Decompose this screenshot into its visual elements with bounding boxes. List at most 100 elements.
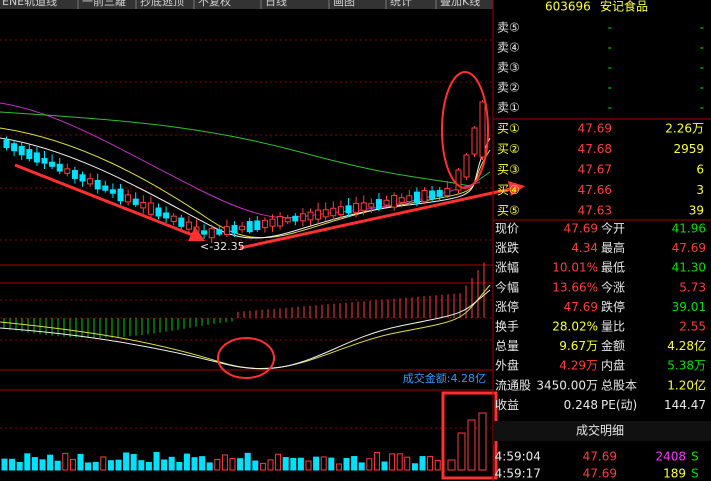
volume-bar [373,451,380,471]
candle-body [163,212,170,219]
sell-volume: - [700,21,704,35]
buy-volume: 2959 [673,142,704,156]
macd-line [0,289,491,370]
candle-body [71,170,78,179]
candle-body [337,206,344,216]
volume-bar [229,458,236,471]
toolbar [0,0,493,9]
toolbar-tab[interactable]: ENE轨道线 [2,0,57,8]
candle-body [18,145,25,156]
candle-body [375,199,382,209]
volume-bar [85,462,92,471]
stat-label: 金额 [601,338,625,353]
volume-bar [411,463,418,471]
stat-value: 3450.00万 [536,378,598,392]
volume-bar [366,458,373,471]
buy-label: 买③ [497,163,520,177]
stock-name: 安记食品 [600,0,648,14]
volume-bar [138,460,145,471]
candle-body [246,221,253,233]
stat-label: 今开 [601,221,625,236]
candle-body [41,158,48,164]
stat-value: 28.02% [552,320,598,334]
sell-volume: - [700,61,704,75]
toolbar-tab[interactable]: 统计 [390,0,412,8]
stat-label: 外盘 [495,358,519,373]
stat-value: 47.69 [564,300,598,314]
stat-label: 流通股 [495,378,531,392]
candle-body [330,207,337,217]
buy-label: 买② [497,142,520,156]
stat-value: 13.66% [552,280,598,294]
candle-body [368,203,375,208]
sell-volume: - [700,101,704,115]
stat-value: 4.28亿 [667,338,706,353]
volume-bar [168,456,175,471]
chart-area [0,39,525,480]
toolbar-tab[interactable]: 抄底逃顶 [140,0,184,8]
volume-bar [305,460,312,471]
low-label: <-32.35 [200,240,245,253]
toolbar-tab[interactable]: 画图 [333,0,355,8]
volume-bar [107,460,114,471]
volume-bar [47,454,54,471]
candle-body [239,225,246,231]
sell-price: - [608,101,612,115]
candle-body [201,230,208,235]
candle-body [208,228,215,239]
buy-price: 47.66 [578,183,612,197]
buy-label: 买⑤ [497,204,520,218]
volume-bar [77,453,84,471]
candle-body [413,191,420,204]
stat-value: 4.29万 [559,359,598,373]
volume-bar [100,456,107,471]
toolbar-tab[interactable]: 叠加K线 [440,0,480,8]
candle-body [345,205,352,214]
stat-label: 最低 [601,261,625,275]
volume-bar [467,419,476,471]
candle-body [383,199,390,206]
trade-volume: 2408 [655,450,686,464]
candle-body [277,216,284,227]
volume-bar [62,452,69,471]
sell-price: - [608,61,612,75]
buy-price: 47.63 [578,204,612,218]
candle-body [94,180,101,190]
volume-bar [237,458,244,471]
candle-body [223,226,230,236]
sell-volume: - [700,41,704,55]
candle-body [307,211,314,221]
trade-time: 14:59:17 [487,467,541,481]
buy-volume: 6 [696,163,704,177]
stat-value: 2.55 [679,320,706,334]
candle-body [56,163,63,172]
toolbar-tab[interactable]: 不复权 [198,0,231,8]
volume-bar [161,459,168,471]
volume-bar [358,462,365,471]
volume-bar [396,453,403,471]
toolbar-tab[interactable]: 一前三離 [82,0,126,8]
buy-label: 买④ [497,183,520,197]
candle-body [315,209,322,220]
candle-body [254,220,261,231]
candle-body [269,218,276,227]
volume-bar [389,453,396,471]
volume-bar [130,454,137,471]
buy-price: 47.67 [578,163,612,177]
volume-bar [320,456,327,471]
stat-label: 今幅 [495,279,519,294]
candle-body [436,189,443,197]
stat-value: 47.69 [564,222,598,236]
sell-price: - [608,81,612,95]
volume-bar [123,452,130,471]
buy-label: 买① [497,122,520,136]
candle-body [102,185,109,191]
candle-body [79,174,86,182]
candle-body [64,168,71,174]
volume-bar [206,462,213,471]
quote-panel: 603696 安记食品 卖⑤ - - 卖④ - - 卖③ - - 卖② - - 卖① - - 买① 47.69 2… [487,0,711,481]
candle-body [132,198,139,205]
toolbar-tab[interactable]: 日线 [265,0,287,8]
arrow-head [508,181,525,196]
candle-body [140,201,147,209]
